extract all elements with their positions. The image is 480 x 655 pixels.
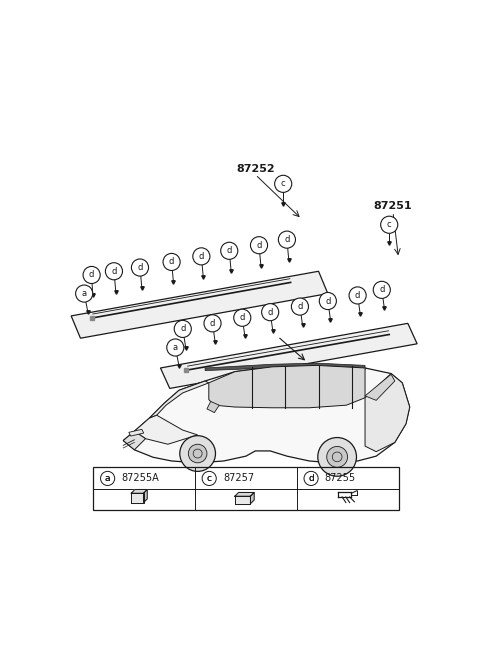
Polygon shape — [131, 489, 147, 493]
Circle shape — [221, 242, 238, 259]
Polygon shape — [123, 431, 145, 450]
Polygon shape — [123, 365, 410, 463]
Text: 87255: 87255 — [325, 474, 356, 483]
Text: d: d — [267, 308, 273, 316]
Text: 87251: 87251 — [373, 201, 412, 211]
Polygon shape — [235, 493, 254, 496]
Polygon shape — [134, 415, 198, 444]
Circle shape — [318, 438, 357, 476]
Circle shape — [234, 309, 251, 326]
Text: d: d — [227, 246, 232, 255]
Circle shape — [319, 293, 336, 310]
Text: 87257: 87257 — [223, 474, 254, 483]
Text: c: c — [207, 474, 212, 483]
Text: c: c — [281, 179, 286, 189]
Text: a: a — [82, 289, 87, 298]
Polygon shape — [144, 489, 147, 502]
Circle shape — [188, 444, 207, 463]
Text: a: a — [105, 474, 110, 483]
Circle shape — [132, 259, 148, 276]
Circle shape — [163, 253, 180, 271]
Polygon shape — [131, 493, 144, 502]
Polygon shape — [365, 373, 410, 452]
Circle shape — [180, 436, 216, 472]
Circle shape — [304, 472, 318, 485]
Polygon shape — [251, 493, 254, 504]
Polygon shape — [207, 402, 219, 413]
Text: d: d — [137, 263, 143, 272]
Circle shape — [204, 315, 221, 332]
Text: d: d — [379, 286, 384, 294]
Circle shape — [83, 267, 100, 284]
Text: d: d — [284, 235, 289, 244]
Polygon shape — [160, 324, 417, 388]
Circle shape — [251, 236, 267, 253]
Text: d: d — [297, 302, 302, 311]
Circle shape — [262, 304, 279, 321]
Text: d: d — [89, 271, 94, 280]
Text: d: d — [180, 324, 185, 333]
Circle shape — [278, 231, 296, 248]
Text: d: d — [308, 474, 314, 483]
Circle shape — [349, 287, 366, 304]
Text: c: c — [387, 220, 392, 229]
Text: a: a — [173, 343, 178, 352]
Circle shape — [275, 176, 292, 193]
Polygon shape — [235, 496, 251, 504]
Text: a: a — [105, 474, 110, 483]
Text: 87252: 87252 — [236, 164, 275, 174]
Polygon shape — [365, 374, 395, 400]
Text: d: d — [256, 241, 262, 250]
Text: d: d — [355, 291, 360, 300]
Text: d: d — [325, 297, 331, 305]
Polygon shape — [129, 430, 144, 436]
Circle shape — [174, 320, 192, 337]
Circle shape — [327, 447, 348, 467]
Circle shape — [100, 472, 115, 485]
Circle shape — [202, 472, 216, 485]
Text: c: c — [207, 474, 212, 483]
Polygon shape — [205, 363, 365, 371]
Text: 87255A: 87255A — [121, 474, 159, 483]
Text: d: d — [169, 257, 174, 267]
Polygon shape — [149, 381, 209, 418]
Text: d: d — [210, 319, 215, 328]
Circle shape — [106, 263, 122, 280]
Circle shape — [291, 298, 309, 315]
Polygon shape — [71, 271, 328, 338]
Text: d: d — [111, 267, 117, 276]
Circle shape — [193, 248, 210, 265]
Text: d: d — [308, 474, 314, 483]
Text: d: d — [240, 313, 245, 322]
Circle shape — [373, 281, 390, 299]
Circle shape — [167, 339, 184, 356]
Text: d: d — [199, 252, 204, 261]
Circle shape — [381, 216, 398, 233]
Circle shape — [76, 285, 93, 302]
Polygon shape — [209, 365, 365, 408]
